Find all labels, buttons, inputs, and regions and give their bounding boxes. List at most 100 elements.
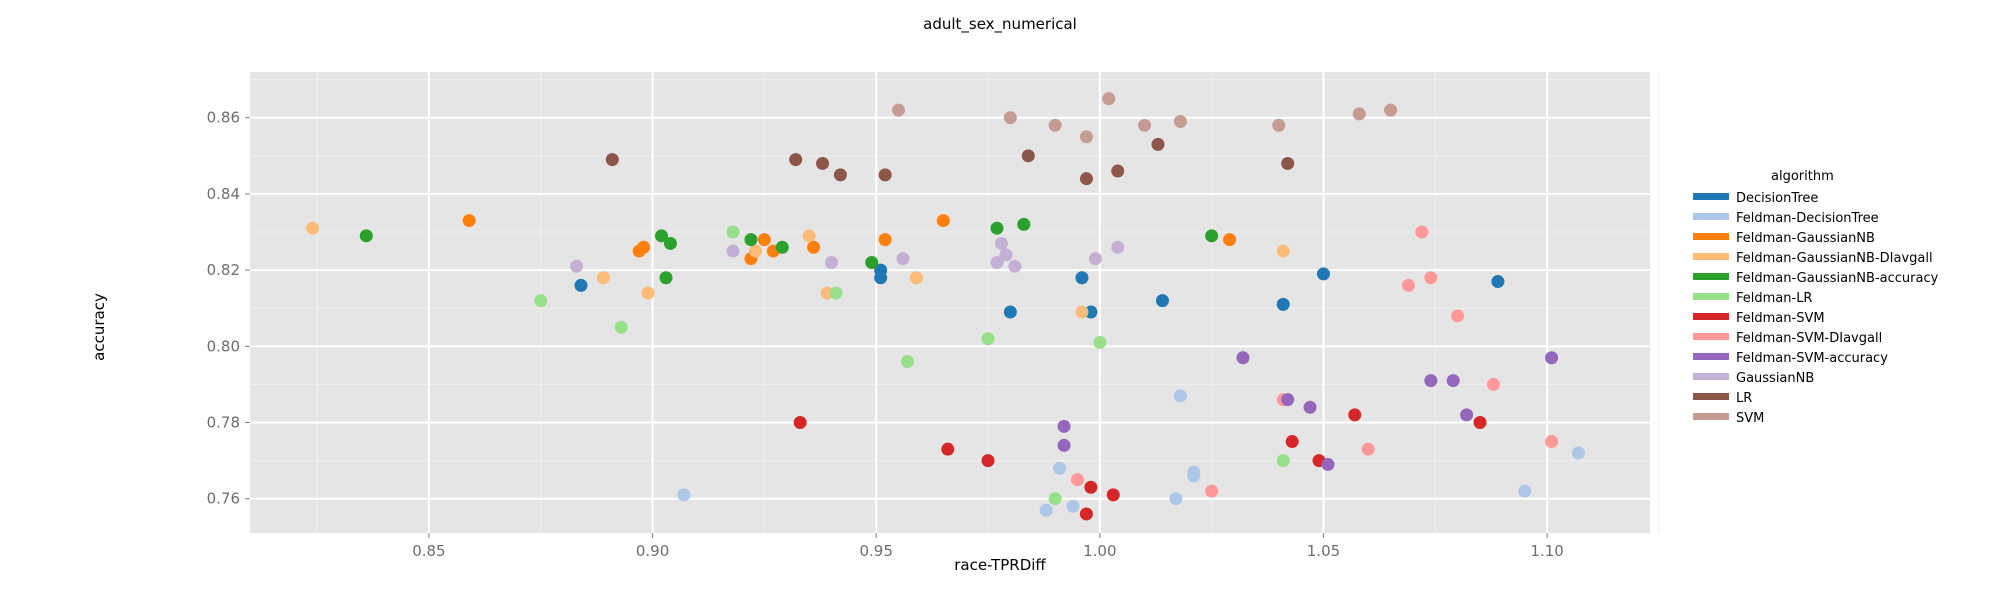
legend-label: Feldman-LR	[1736, 291, 1812, 306]
legend-label: Feldman-SVM	[1736, 311, 1825, 326]
legend-swatch	[1693, 193, 1729, 200]
data-point	[748, 244, 762, 258]
data-point	[757, 233, 771, 247]
y-tick-label: 0.76	[207, 490, 240, 508]
data-point	[663, 236, 677, 250]
data-point	[865, 255, 879, 269]
legend-swatch	[1693, 313, 1729, 320]
legend-label: DecisionTree	[1736, 191, 1818, 206]
data-point	[1545, 351, 1559, 365]
data-point	[641, 286, 655, 300]
data-point	[1173, 389, 1187, 403]
data-point	[833, 168, 847, 182]
data-point	[936, 214, 950, 228]
y-tick-label: 0.82	[207, 261, 240, 279]
data-point	[999, 248, 1013, 262]
data-point	[1079, 130, 1093, 144]
data-point	[659, 271, 673, 285]
data-point	[802, 229, 816, 243]
data-point	[462, 214, 476, 228]
data-point	[1102, 92, 1116, 106]
data-point	[981, 454, 995, 468]
data-point	[1079, 172, 1093, 186]
legend-label: GaussianNB	[1736, 371, 1814, 386]
data-point	[874, 271, 888, 285]
data-point	[1111, 240, 1125, 254]
data-point	[1111, 164, 1125, 178]
series-svm	[892, 92, 1398, 144]
data-point	[1518, 484, 1532, 498]
data-point	[655, 229, 669, 243]
data-point	[816, 156, 830, 170]
data-points	[306, 92, 1585, 521]
y-tick-label: 0.80	[207, 337, 240, 355]
data-point	[1017, 217, 1031, 231]
legend-swatch	[1693, 353, 1729, 360]
legend-swatch	[1693, 333, 1729, 340]
data-point	[614, 320, 628, 334]
series-gaussiannb	[570, 236, 1125, 273]
legend-swatch	[1693, 273, 1729, 280]
data-point	[990, 221, 1004, 235]
data-point	[1084, 305, 1098, 319]
data-point	[909, 271, 923, 285]
data-point	[1545, 435, 1559, 449]
series-feldman-svm	[793, 408, 1487, 521]
data-point	[1173, 115, 1187, 129]
data-point	[1205, 229, 1219, 243]
data-point	[807, 240, 821, 254]
series-decisiontree	[574, 263, 1505, 319]
data-point	[1057, 438, 1071, 452]
data-point	[1285, 435, 1299, 449]
plot-area	[250, 72, 1650, 533]
data-point	[981, 332, 995, 346]
data-point	[1473, 416, 1487, 430]
legend-swatch	[1693, 293, 1729, 300]
data-point	[1084, 480, 1098, 494]
y-axis-label: accuracy	[90, 293, 108, 361]
data-point	[1571, 446, 1585, 460]
x-tick-label: 0.95	[859, 542, 892, 560]
data-point	[1155, 294, 1169, 308]
data-point	[1486, 377, 1500, 391]
y-tick-label: 0.84	[207, 185, 240, 203]
x-tick-label: 1.05	[1307, 542, 1340, 560]
data-point	[820, 286, 834, 300]
legend-swatch	[1693, 413, 1729, 420]
legend-label: Feldman-SVM-DIavgall	[1736, 331, 1882, 346]
data-point	[1424, 271, 1438, 285]
x-tick-label: 1.00	[1083, 542, 1116, 560]
data-point	[1401, 278, 1415, 292]
data-point	[596, 271, 610, 285]
data-point	[1361, 442, 1375, 456]
series-feldman-gaussiannb	[462, 214, 1237, 266]
series-lr	[605, 137, 1295, 186]
legend-swatch	[1693, 213, 1729, 220]
legend-label: Feldman-GaussianNB-accuracy	[1736, 271, 1939, 286]
data-point	[677, 488, 691, 502]
legend-title: algorithm	[1771, 169, 1834, 184]
legend-swatch	[1693, 233, 1729, 240]
data-point	[1223, 233, 1237, 247]
data-point	[829, 286, 843, 300]
data-point	[726, 225, 740, 239]
data-point	[570, 259, 584, 273]
data-point	[1003, 305, 1017, 319]
data-point	[1205, 484, 1219, 498]
legend-label: Feldman-SVM-accuracy	[1736, 351, 1888, 366]
data-point	[1070, 473, 1084, 487]
data-point	[1039, 503, 1053, 517]
x-tick-label: 1.10	[1530, 542, 1563, 560]
data-point	[534, 294, 548, 308]
data-point	[789, 153, 803, 167]
series-feldman-svm-accuracy	[1057, 351, 1559, 471]
data-point	[775, 240, 789, 254]
gridlines	[250, 72, 1660, 533]
series-feldman-lr	[534, 225, 1290, 506]
data-point	[744, 233, 758, 247]
data-point	[1424, 374, 1438, 388]
data-point	[892, 103, 906, 117]
data-point	[1021, 149, 1035, 163]
data-point	[637, 240, 651, 254]
